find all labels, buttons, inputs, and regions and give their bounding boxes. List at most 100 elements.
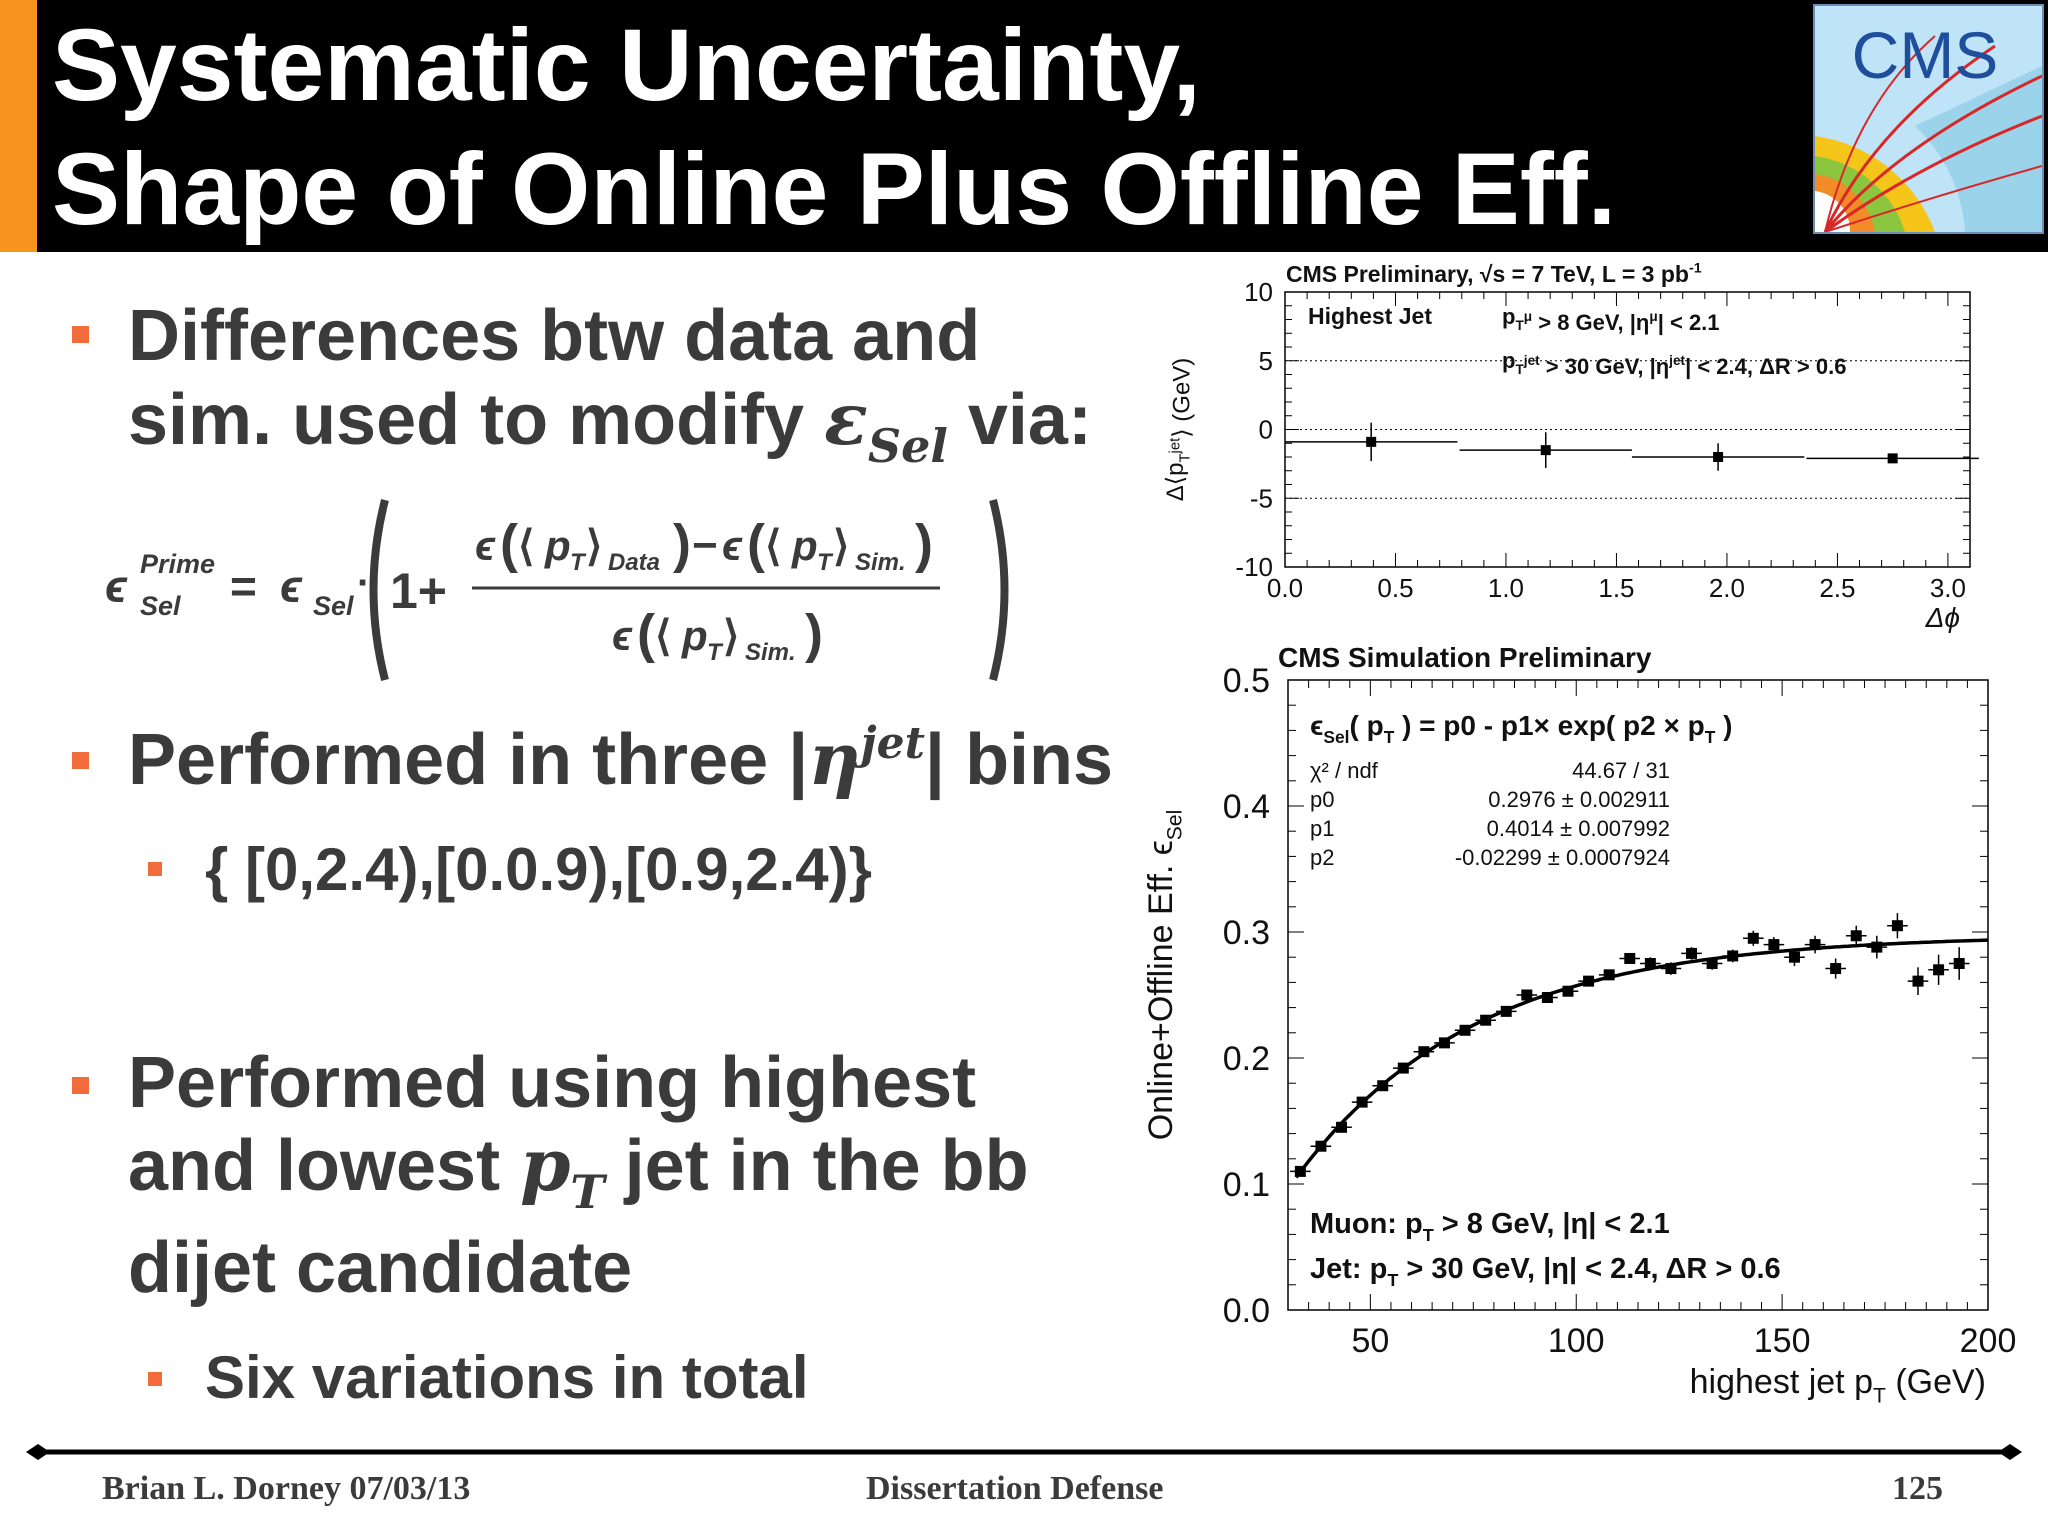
bottom-x-axis-label-part-1: T (1873, 1385, 1886, 1408)
top-plot-title-part-1: √s (1480, 261, 1505, 287)
top-y-tick-label-4: -10 (1235, 552, 1273, 582)
bottom-plot-title: CMS Simulation Preliminary (1278, 642, 1652, 673)
fit-stat-label-2: p1 (1310, 816, 1334, 841)
formula-epsilon: ϵ (105, 560, 128, 612)
bottom-y-tick-label-3: 0.2 (1223, 1040, 1270, 1078)
top-y-tick-label-0: 10 (1244, 277, 1273, 307)
fit-formula-part-1: Sel (1323, 727, 1349, 747)
bottom-point-0 (1294, 1165, 1306, 1177)
bottom-y-tick-label-0: 0.5 (1223, 662, 1270, 700)
top-plot-title: CMS Preliminary, √s = 7 TeV, L = 3 pb-1 (1286, 260, 1702, 287)
bullet-3-suffix: jet in the bb (604, 1126, 1029, 1206)
bottom-point-7 (1438, 1037, 1450, 1049)
bottom-point-6 (1418, 1046, 1430, 1058)
formula-big-rparen (989, 499, 1009, 681)
top-cut-muon-part-5: μ (1649, 309, 1657, 324)
pt-symbol: p (520, 1122, 571, 1207)
sub-bullet-2: Six variations in total (205, 1344, 809, 1411)
fit-formula-part-6: ) (1715, 710, 1732, 741)
bottom-cut-muon: Muon: pT > 8 GeV, |η| < 2.1 (1310, 1208, 1670, 1245)
formula-den-paren: ( (637, 604, 655, 664)
fit-formula-part-2: ( p (1349, 710, 1383, 741)
bottom-cut-jet-part-0: Jet: p (1310, 1253, 1387, 1285)
formula-num-t-2: T (817, 549, 834, 576)
top-cut-muon-part-1: T (1515, 318, 1524, 333)
top-cut-muon-part-0: p (1502, 304, 1515, 329)
bullet-1-suffix: via: (947, 380, 1092, 460)
bottom-y-tick-label-4: 0.1 (1223, 1166, 1270, 1204)
top-cut-jet-part-1: T (1515, 362, 1524, 377)
top-plot-title-part-2: = 7 TeV, L = 3 pb (1505, 261, 1689, 287)
formula-num-rparen-1: ) (673, 514, 691, 574)
bottom-point-30 (1912, 975, 1924, 987)
bottom-x-axis-label-part-0: highest jet p (1690, 1363, 1873, 1401)
bottom-x-axis-label-part-2: (GeV) (1886, 1363, 1986, 1401)
bottom-x-tick-label-2: 150 (1754, 1322, 1811, 1360)
fit-curve (1294, 938, 1989, 1179)
formula-den-rparen: ) (805, 604, 823, 664)
top-x-axis-label: Δϕ (1925, 602, 1960, 633)
bottom-y-tick-label-1: 0.4 (1223, 788, 1270, 826)
bottom-cut-muon-part-0: Muon: p (1310, 1208, 1423, 1240)
bottom-point-20 (1706, 958, 1718, 969)
formula-epsilon-sel: ϵ (280, 560, 303, 612)
formula-num-sim: Sim. (855, 549, 906, 576)
sub-bullet-marker-1 (148, 862, 162, 876)
bullet-marker-3 (72, 1077, 89, 1094)
bullet-1-line-1: Differences btw data and (128, 296, 981, 376)
top-x-tick-label-1: 0.5 (1377, 573, 1413, 603)
top-x-tick-label-6: 3.0 (1930, 573, 1966, 603)
footer-page-number: 125 (1892, 1470, 1943, 1507)
bottom-point-16 (1624, 952, 1636, 964)
bottom-point-32 (1953, 958, 1965, 969)
formula-num-rangle-1: ⟩ (586, 522, 602, 569)
fit-formula-part-3: T (1384, 727, 1395, 747)
fit-stat-value-3: -0.02299 ± 0.0007924 (1455, 845, 1670, 870)
fit-formula-part-0: ϵ (1310, 710, 1323, 741)
bottom-point-24 (1788, 951, 1800, 963)
top-legend-highest-jet: Highest Jet (1308, 303, 1432, 329)
eta-symbol: η (808, 716, 861, 801)
top-plot-title-part-3: -1 (1689, 260, 1702, 276)
top-cut-jet-part-3: jet (1523, 353, 1540, 368)
fit-formula-part-4: ) = p0 - p1× exp( p2 × p (1394, 710, 1704, 741)
bullet-3-line-2: and lowest pT jet in the bb (128, 1124, 1029, 1219)
top-y-axis-label-part-4: ⟩ (GeV) (1169, 358, 1196, 438)
bottom-point-1 (1315, 1140, 1327, 1152)
sub-bullet-1: { [0,2.4),[0.0.9),[0.9,2.4)} (205, 836, 872, 903)
bullet-1-line-2: sim. used to modify εSel via: (128, 378, 1092, 473)
bottom-point-19 (1686, 947, 1698, 959)
bottom-point-3 (1356, 1096, 1368, 1108)
bottom-point-11 (1521, 989, 1533, 1001)
top-y-tick-label-3: -5 (1250, 483, 1273, 513)
top-cut-muon-part-6: | < 2.1 (1658, 310, 1720, 335)
top-y-axis-label-part-0: Δ⟨p (1162, 463, 1189, 502)
jet-superscript: jet (860, 718, 925, 769)
top-x-tick-label-3: 1.5 (1598, 573, 1634, 603)
bullet-3-line-1: Performed using highest (128, 1043, 977, 1123)
bottom-point-27 (1850, 930, 1862, 942)
bottom-y-tick-label-5: 0.0 (1223, 1292, 1270, 1330)
cms-logo-text: CMS (1852, 18, 1999, 92)
formula-den-epsilon: ϵ (612, 612, 633, 659)
top-x-tick-label-5: 2.5 (1819, 573, 1855, 603)
top-plot-title-part-0: CMS Preliminary, (1286, 261, 1480, 287)
top-x-tick-label-4: 2.0 (1709, 573, 1745, 603)
efficiency-vs-pt-plot: 50 100 150 200 0.5 0.4 0.3 0.2 0.1 0.0 highest jet… (1142, 642, 2017, 1408)
formula-num-data: Data (608, 549, 660, 576)
bottom-cut-muon-part-1: T (1423, 1225, 1434, 1245)
formula-den-p: p (681, 612, 708, 659)
formula-num-p-1: p (544, 522, 571, 569)
top-cut-jet-part-0: p (1502, 348, 1515, 373)
formula-equals: = (230, 560, 257, 612)
bullet-2-suffix: | bins (924, 720, 1114, 800)
sub-bullet-marker-2 (148, 1372, 162, 1386)
top-point-1 (1540, 445, 1551, 456)
bottom-point-10 (1500, 1005, 1512, 1017)
bottom-x-tick-label-3: 200 (1960, 1322, 2017, 1360)
bullet-marker-1 (72, 326, 89, 343)
top-x-tick-label-0: 0.0 (1267, 573, 1303, 603)
top-x-tick-label-2: 1.0 (1488, 573, 1524, 603)
bottom-point-5 (1397, 1062, 1409, 1074)
fit-stat-label-1: p0 (1310, 787, 1334, 812)
